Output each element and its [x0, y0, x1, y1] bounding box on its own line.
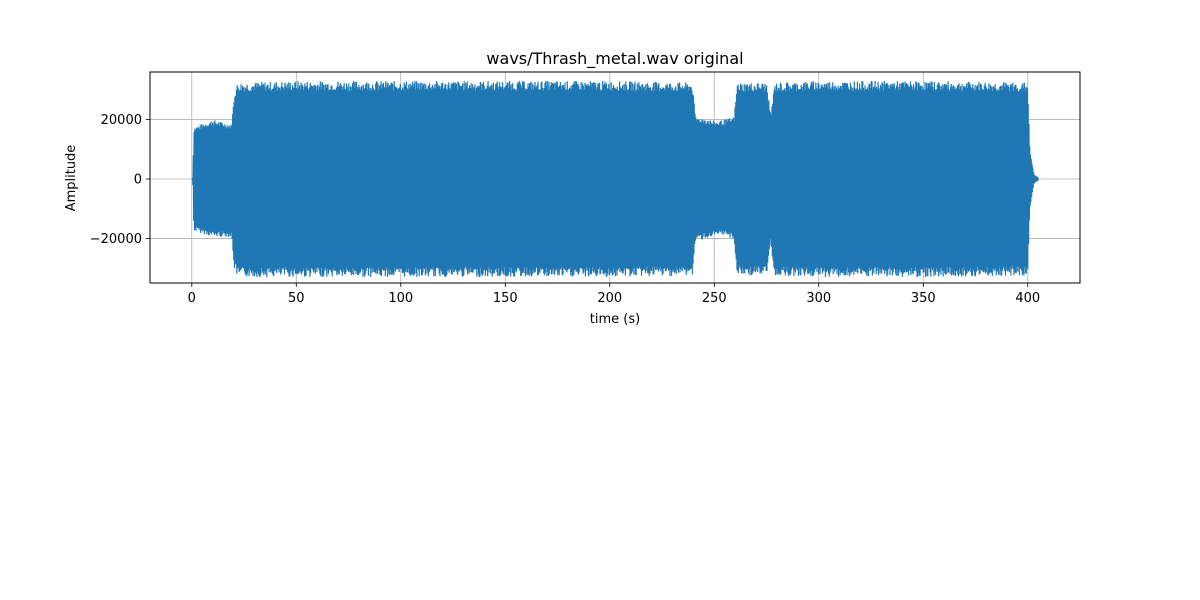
x-axis-ticks: 0 50 100 150 200 250 300 350 400: [188, 283, 1040, 306]
x-tick-label: 0: [188, 291, 196, 306]
y-tick-label: 0: [134, 172, 142, 187]
x-tick-label: 250: [702, 291, 727, 306]
x-axis-label: time (s): [590, 312, 640, 327]
y-axis-label: Amplitude: [64, 145, 79, 212]
y-tick-label: 20000: [101, 113, 142, 128]
y-tick-label: −20000: [90, 232, 142, 247]
chart-title: wavs/Thrash_metal.wav original: [486, 49, 743, 69]
x-tick-label: 300: [806, 291, 831, 306]
waveform-series: [191, 80, 1039, 278]
x-tick-label: 350: [911, 291, 936, 306]
x-tick-label: 150: [493, 291, 518, 306]
waveform-line: [191, 80, 1039, 278]
x-tick-label: 50: [288, 291, 305, 306]
plot-area-frame: [149, 71, 1081, 284]
x-tick-label: 200: [597, 291, 622, 306]
y-axis-ticks: −20000 0 20000: [90, 113, 150, 247]
x-tick-label: 400: [1015, 291, 1040, 306]
x-tick-label: 100: [388, 291, 413, 306]
